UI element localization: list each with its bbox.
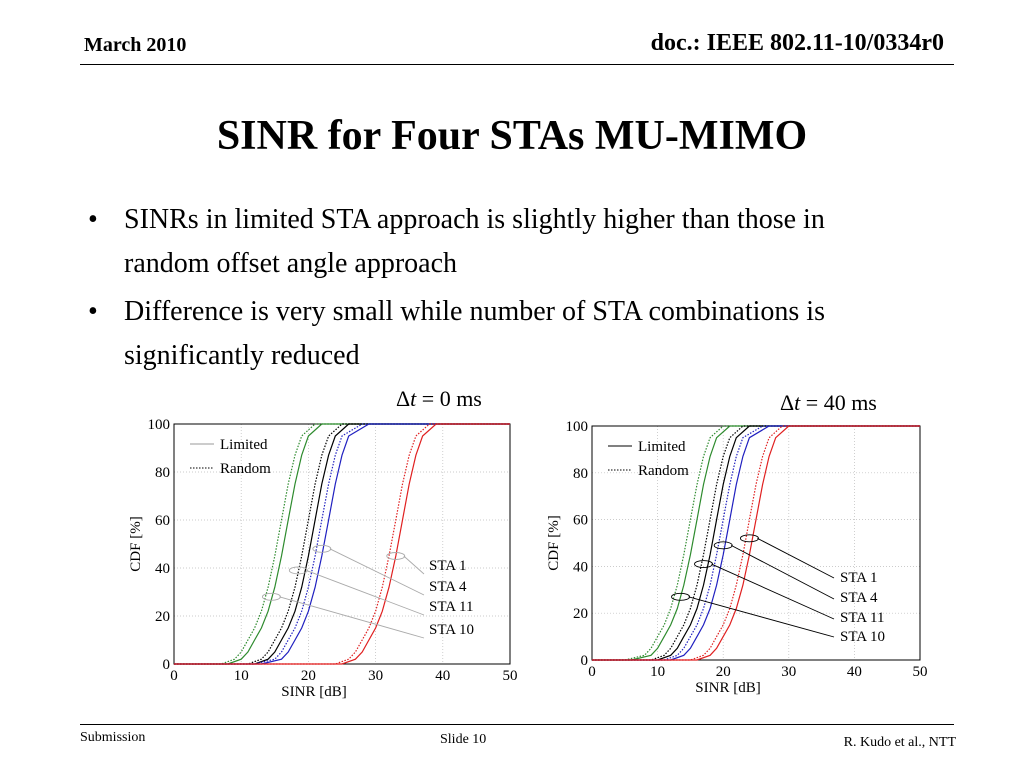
cdf-series-line: [174, 423, 510, 665]
bullet-text: SINRs in limited STA approach is slightl…: [124, 204, 825, 279]
x-tick-label: 50: [913, 664, 928, 680]
sta-label: STA 1: [840, 570, 878, 586]
callout-leader-line: [279, 596, 425, 639]
cdf-series-line: [174, 423, 510, 665]
chart-title-symbol: Δ: [780, 390, 795, 415]
footer-rule: [80, 724, 954, 725]
bullet-item: • Difference is very small while number …: [84, 290, 914, 378]
sta-label: STA 4: [429, 579, 467, 595]
cdf-series-line: [174, 423, 510, 665]
x-tick-label: 50: [503, 668, 518, 684]
x-tick-label: 40: [435, 668, 450, 684]
slide-title: SINR for Four STAs MU-MIMO: [216, 113, 808, 159]
footer-slide-number: Slide 10: [440, 732, 487, 747]
x-tick-label: 40: [847, 664, 862, 680]
cdf-series-line: [592, 425, 920, 661]
chart-title-rest: = 0 ms: [416, 386, 482, 411]
bullet-dot: •: [88, 204, 98, 235]
footer-submission: Submission: [80, 730, 146, 745]
y-tick-label: 80: [573, 466, 588, 482]
y-tick-label: 80: [155, 465, 170, 481]
x-tick-label: 0: [588, 664, 596, 680]
callout-ellipse: [739, 534, 759, 543]
y-tick-label: 100: [148, 417, 171, 433]
bullet-list: • SINRs in limited STA approach is sligh…: [84, 198, 914, 382]
x-tick-label: 20: [716, 664, 731, 680]
y-tick-label: 20: [155, 609, 170, 625]
sta-label: STA 11: [840, 610, 885, 626]
sta-label: STA 4: [840, 590, 878, 606]
bullet-text: Difference is very small while number of…: [124, 296, 825, 371]
header-rule: [80, 64, 954, 65]
y-tick-label: 0: [581, 653, 589, 669]
x-tick-label: 0: [170, 668, 178, 684]
callout-leader-line: [306, 569, 425, 616]
y-tick-label: 40: [573, 559, 588, 575]
cdf-series-line: [592, 425, 920, 661]
chart-title-var: t: [410, 386, 417, 411]
chart-title-right: Δt = 40 ms: [780, 390, 877, 416]
callout-leader-line: [329, 548, 425, 596]
callout-leader-line: [711, 563, 835, 620]
cdf-series-line: [174, 423, 510, 665]
sta-label: STA 1: [429, 558, 467, 574]
chart-title-var: t: [794, 390, 801, 415]
x-axis-label: SINR [dB]: [695, 680, 760, 696]
sta-label: STA 10: [840, 629, 885, 645]
y-axis-label: CDF [%]: [128, 516, 144, 571]
callout-leader-line: [403, 555, 425, 575]
header-doc-id: doc.: IEEE 802.11-10/0334r0: [650, 30, 944, 56]
cdf-chart-left: 0 10 20 30 40 50 0 20 40 60 80 100 SINR [dB] CDF [%] L…: [128, 417, 518, 700]
legend-label: Limited: [638, 439, 686, 455]
callout-leader-line: [757, 537, 835, 579]
bullet-item: • SINRs in limited STA approach is sligh…: [84, 198, 914, 286]
cdf-series-line: [592, 425, 920, 661]
cdf-series-line: [592, 425, 920, 661]
callout-leader-line: [688, 596, 835, 638]
y-tick-label: 0: [163, 657, 171, 673]
chart-title-symbol: Δ: [396, 386, 411, 411]
x-tick-label: 10: [650, 664, 665, 680]
y-tick-label: 20: [573, 606, 588, 622]
cdf-chart-right: 0 10 20 30 40 50 0 20 40 60 80 100 SINR [dB] CDF [%] L…: [546, 419, 928, 696]
legend-label: Random: [220, 461, 271, 477]
y-tick-label: 60: [573, 513, 588, 529]
bullet-dot: •: [88, 296, 98, 327]
x-tick-label: 10: [234, 668, 249, 684]
callout-ellipse: [386, 552, 406, 560]
y-axis-label: CDF [%]: [546, 515, 562, 570]
y-tick-label: 60: [155, 513, 170, 529]
chart-title-rest: = 40 ms: [800, 390, 877, 415]
legend-label: Limited: [220, 437, 268, 453]
legend-label: Random: [638, 463, 689, 479]
chart-title-left: Δt = 0 ms: [396, 386, 482, 412]
cdf-series-line: [592, 425, 920, 661]
y-tick-label: 40: [155, 561, 170, 577]
callout-ellipse: [312, 544, 332, 553]
x-tick-label: 30: [368, 668, 383, 684]
sta-label: STA 10: [429, 622, 474, 638]
callout-ellipse: [713, 541, 733, 550]
x-tick-label: 20: [301, 668, 316, 684]
sta-label: STA 11: [429, 599, 474, 615]
cdf-series-line: [592, 425, 920, 661]
header-date: March 2010: [84, 34, 187, 56]
cdf-series-line: [174, 423, 510, 665]
cdf-series-line: [592, 425, 920, 661]
cdf-series-line: [174, 423, 510, 665]
callout-leader-line: [730, 544, 835, 600]
x-tick-label: 30: [781, 664, 796, 680]
cdf-series-line: [174, 423, 510, 665]
footer-author: R. Kudo et al., NTT: [843, 735, 956, 750]
cdf-series-line: [174, 423, 510, 665]
y-tick-label: 100: [566, 419, 589, 435]
x-axis-label: SINR [dB]: [281, 684, 346, 700]
